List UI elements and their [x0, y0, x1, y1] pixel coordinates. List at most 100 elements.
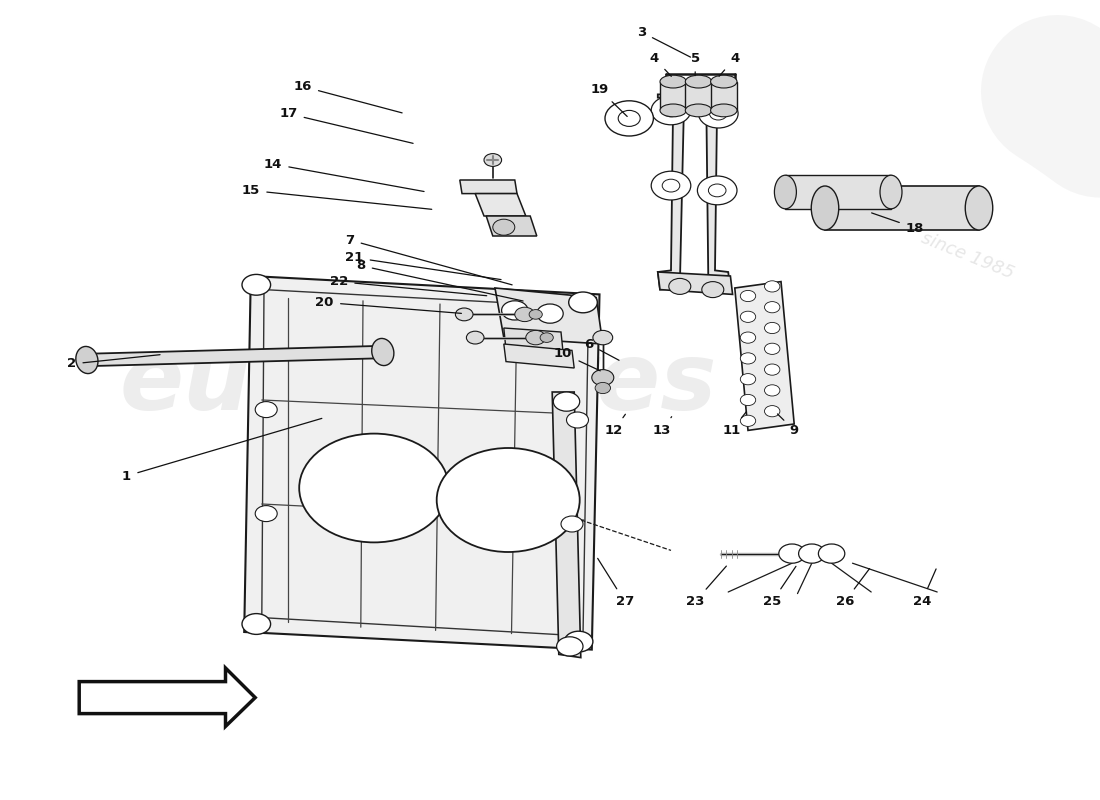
- Circle shape: [540, 333, 553, 342]
- Text: a passion for parts since 1985: a passion for parts since 1985: [330, 470, 550, 570]
- Circle shape: [740, 353, 756, 364]
- Circle shape: [618, 110, 640, 126]
- Text: 5: 5: [691, 52, 700, 76]
- Polygon shape: [79, 668, 255, 726]
- Text: 7: 7: [345, 234, 513, 285]
- Circle shape: [455, 308, 473, 321]
- Ellipse shape: [711, 75, 737, 88]
- Text: 4: 4: [719, 52, 739, 76]
- Circle shape: [564, 631, 593, 652]
- Ellipse shape: [880, 175, 902, 209]
- Polygon shape: [711, 82, 737, 110]
- Circle shape: [651, 96, 691, 125]
- Polygon shape: [504, 328, 563, 354]
- Ellipse shape: [76, 346, 98, 374]
- Text: 14: 14: [264, 158, 425, 191]
- Circle shape: [242, 614, 271, 634]
- Circle shape: [779, 544, 805, 563]
- Circle shape: [764, 343, 780, 354]
- Polygon shape: [785, 175, 891, 209]
- Ellipse shape: [660, 75, 686, 88]
- Ellipse shape: [966, 186, 992, 230]
- Text: 9: 9: [778, 414, 799, 437]
- Circle shape: [669, 278, 691, 294]
- Circle shape: [697, 176, 737, 205]
- Polygon shape: [660, 82, 686, 110]
- Circle shape: [740, 290, 756, 302]
- Text: 20: 20: [316, 296, 461, 314]
- Polygon shape: [552, 392, 581, 658]
- Ellipse shape: [711, 104, 737, 117]
- Text: 16: 16: [294, 80, 403, 113]
- Polygon shape: [706, 94, 732, 290]
- Circle shape: [651, 171, 691, 200]
- Text: 10: 10: [554, 347, 601, 371]
- Text: 11: 11: [723, 412, 746, 437]
- Circle shape: [569, 292, 597, 313]
- Circle shape: [764, 302, 780, 313]
- Text: 2: 2: [67, 354, 160, 370]
- Circle shape: [740, 374, 756, 385]
- Circle shape: [553, 392, 580, 411]
- Circle shape: [595, 382, 610, 394]
- Circle shape: [708, 184, 726, 197]
- Text: 22: 22: [330, 275, 486, 296]
- Text: 6: 6: [584, 338, 619, 360]
- Circle shape: [740, 394, 756, 406]
- Circle shape: [502, 301, 528, 320]
- Text: 1: 1: [122, 418, 322, 482]
- Text: 24: 24: [913, 569, 936, 608]
- Circle shape: [662, 179, 680, 192]
- Circle shape: [764, 406, 780, 417]
- Text: 15: 15: [242, 184, 431, 210]
- Ellipse shape: [774, 175, 796, 209]
- Circle shape: [593, 330, 613, 345]
- Polygon shape: [504, 344, 574, 368]
- Circle shape: [493, 219, 515, 235]
- Ellipse shape: [812, 186, 838, 230]
- Text: 13: 13: [653, 417, 672, 437]
- Circle shape: [255, 506, 277, 522]
- Circle shape: [740, 332, 756, 343]
- Circle shape: [740, 415, 756, 426]
- Circle shape: [561, 516, 583, 532]
- Text: 12: 12: [605, 414, 626, 437]
- Circle shape: [740, 311, 756, 322]
- Circle shape: [515, 307, 535, 322]
- Circle shape: [466, 331, 484, 344]
- Polygon shape: [735, 282, 794, 430]
- Circle shape: [710, 107, 727, 120]
- Circle shape: [702, 282, 724, 298]
- Polygon shape: [486, 216, 537, 236]
- Circle shape: [526, 330, 546, 345]
- Circle shape: [437, 448, 580, 552]
- Text: 4: 4: [650, 52, 671, 76]
- Polygon shape: [658, 272, 733, 294]
- Text: 26: 26: [836, 569, 869, 608]
- Circle shape: [764, 364, 780, 375]
- Ellipse shape: [660, 104, 686, 117]
- Text: 18: 18: [871, 213, 924, 234]
- Polygon shape: [658, 94, 684, 290]
- Circle shape: [566, 412, 588, 428]
- Text: 3: 3: [637, 26, 691, 57]
- Circle shape: [557, 637, 583, 656]
- Circle shape: [299, 434, 449, 542]
- Circle shape: [592, 370, 614, 386]
- Circle shape: [529, 310, 542, 319]
- Polygon shape: [475, 194, 526, 216]
- Circle shape: [818, 544, 845, 563]
- Polygon shape: [685, 82, 712, 110]
- Polygon shape: [495, 288, 603, 344]
- Polygon shape: [825, 186, 979, 230]
- Text: eurospares: eurospares: [119, 338, 717, 430]
- Polygon shape: [244, 276, 600, 650]
- Circle shape: [605, 101, 653, 136]
- Text: since 1985: since 1985: [918, 230, 1018, 282]
- Circle shape: [698, 99, 738, 128]
- Ellipse shape: [685, 104, 712, 117]
- Circle shape: [764, 281, 780, 292]
- Text: 23: 23: [686, 566, 726, 608]
- Circle shape: [764, 322, 780, 334]
- Text: 21: 21: [345, 251, 502, 279]
